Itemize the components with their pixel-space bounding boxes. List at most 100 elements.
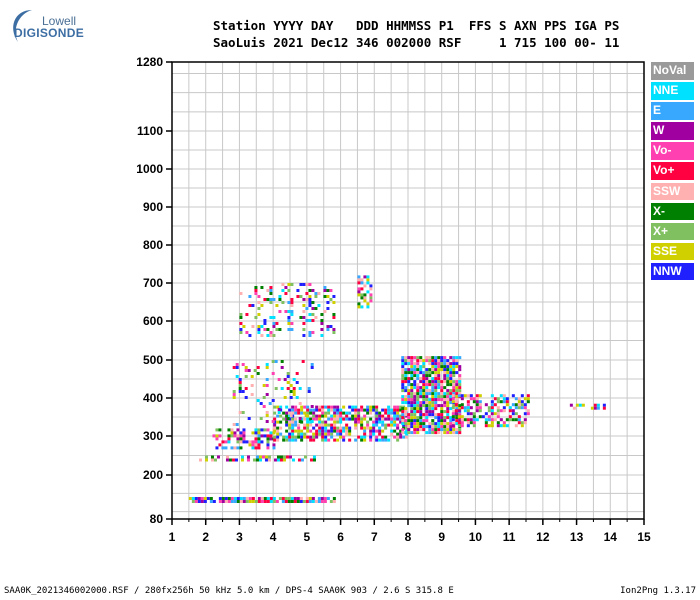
- echo-point: [238, 384, 242, 387]
- echo-point: [437, 368, 441, 372]
- echo-point: [354, 420, 358, 424]
- echo-point: [329, 325, 333, 328]
- echo-point: [523, 397, 527, 401]
- echo-point: [271, 399, 275, 402]
- echo-point: [401, 413, 405, 417]
- echo-point: [287, 328, 291, 331]
- echo-point: [463, 394, 467, 398]
- echo-point: [413, 413, 417, 417]
- echo-point: [323, 286, 327, 289]
- echo-point: [357, 408, 361, 412]
- echo-point: [508, 409, 512, 413]
- echo-point: [314, 295, 318, 298]
- echo-point: [422, 428, 426, 432]
- legend-item-ssw: SSW: [651, 182, 694, 201]
- echo-point: [265, 363, 269, 366]
- echo-point: [300, 432, 304, 436]
- echo-point: [416, 422, 420, 426]
- echo-point: [339, 408, 343, 412]
- echo-point: [446, 407, 450, 411]
- echo-point: [260, 434, 264, 438]
- echo-point: [251, 443, 255, 447]
- echo-point: [242, 500, 246, 503]
- echo-point: [419, 410, 423, 414]
- echo-point: [460, 406, 464, 410]
- echo-point: [422, 389, 426, 393]
- echo-point: [369, 284, 373, 288]
- echo-point: [458, 389, 462, 393]
- echo-point: [458, 356, 462, 360]
- echo-point: [332, 301, 336, 304]
- echo-point: [232, 423, 236, 426]
- echo-point: [431, 425, 435, 429]
- echo-point: [288, 411, 292, 415]
- echo-point: [312, 426, 316, 430]
- echo-point: [475, 400, 479, 404]
- echo-point: [269, 292, 273, 295]
- echo-point: [431, 356, 435, 360]
- echo-point: [271, 372, 275, 375]
- echo-point: [449, 416, 453, 420]
- echo-point: [257, 307, 261, 310]
- echo-point: [227, 440, 231, 444]
- echo-point: [215, 428, 219, 432]
- echo-point: [401, 368, 405, 372]
- echo-point: [257, 331, 261, 334]
- echo-point: [342, 405, 346, 409]
- echo-point: [366, 420, 370, 424]
- echo-point: [336, 417, 340, 421]
- echo-point: [460, 394, 464, 398]
- echo-point: [317, 292, 321, 295]
- echo-point: [267, 458, 271, 462]
- echo-point: [419, 401, 423, 405]
- echo-point: [443, 419, 447, 423]
- echo-point: [369, 405, 373, 409]
- echo-point: [399, 408, 403, 412]
- echo-point: [434, 392, 438, 396]
- echo-point: [446, 395, 450, 399]
- echo-point: [286, 375, 290, 378]
- echo-point: [345, 426, 349, 430]
- echo-point: [265, 384, 269, 387]
- echo-point: [257, 440, 261, 444]
- echo-point: [351, 414, 355, 418]
- echo-point: [318, 426, 322, 430]
- echo-point: [269, 434, 273, 438]
- echo-point: [221, 446, 225, 450]
- echo-point: [381, 420, 385, 424]
- echo-point: [248, 443, 252, 447]
- echo-point: [449, 383, 453, 387]
- echo-point: [310, 366, 314, 369]
- echo-point: [602, 403, 606, 407]
- echo-point: [481, 415, 485, 419]
- echo-point: [384, 435, 388, 439]
- echo-point: [404, 374, 408, 378]
- echo-point: [454, 412, 458, 416]
- echo-point: [305, 319, 309, 322]
- echo-point: [253, 369, 257, 372]
- echo-point: [369, 299, 373, 303]
- echo-point: [449, 377, 453, 381]
- echo-point: [502, 400, 506, 404]
- echo-point: [378, 438, 382, 442]
- echo-point: [434, 371, 438, 375]
- echo-point: [463, 409, 467, 413]
- echo-point: [410, 389, 414, 393]
- echo-point: [460, 421, 464, 425]
- header-values: SaoLuis 2021 Dec12 346 002000 RSF 1 715 …: [213, 35, 620, 50]
- echo-point: [306, 408, 310, 412]
- echo-point: [265, 393, 269, 396]
- echo-point: [437, 386, 441, 390]
- echo-point: [251, 440, 255, 444]
- echo-point: [206, 497, 210, 500]
- echo-point: [440, 389, 444, 393]
- echo-point: [487, 406, 491, 410]
- echo-point: [354, 411, 358, 415]
- echo-point: [443, 365, 447, 369]
- echo-point: [407, 389, 411, 393]
- echo-point: [425, 431, 429, 435]
- echo-point: [440, 359, 444, 363]
- echo-point: [254, 431, 258, 435]
- echo-point: [431, 392, 435, 396]
- echo-point: [419, 365, 423, 369]
